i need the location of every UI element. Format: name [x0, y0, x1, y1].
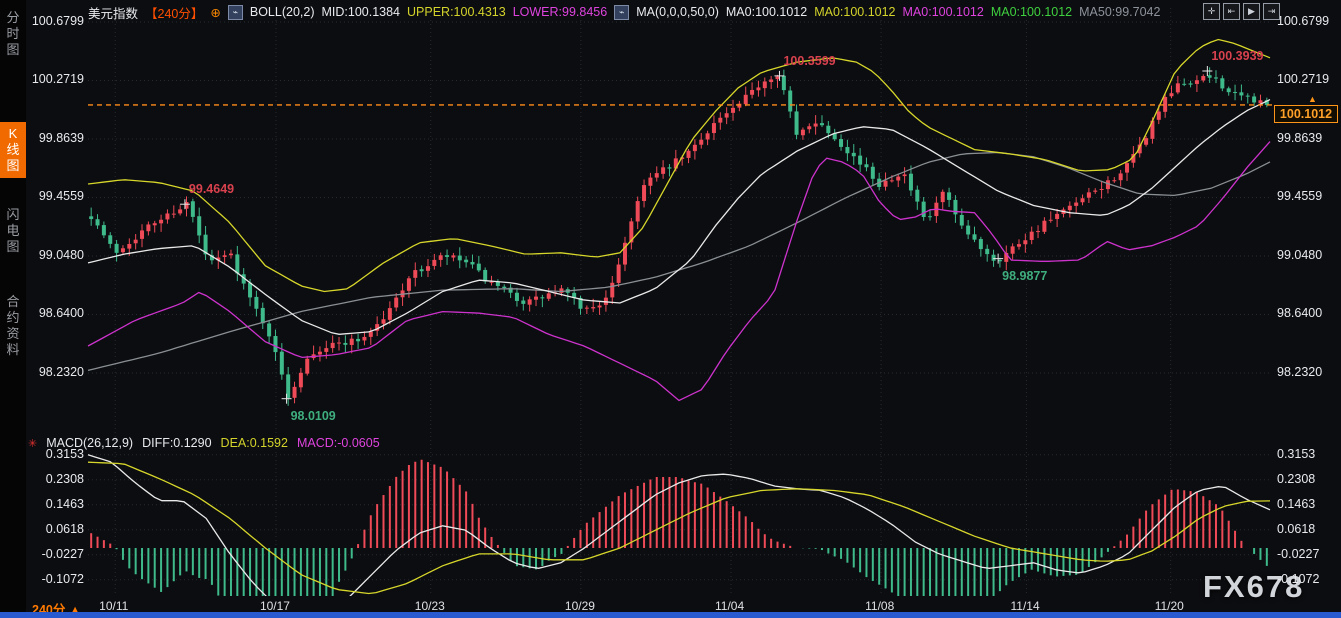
date-label: 11/08 — [865, 599, 895, 613]
price-axis-label: 99.4559 — [38, 189, 84, 204]
ma-values: MA0:100.1012 MA0:100.1012 MA0:100.1012 MA0:… — [726, 5, 1168, 19]
date-label: 10/29 — [564, 599, 595, 613]
ma-value-5: MA50:99.7042 — [1079, 5, 1161, 19]
price-annotation: 98.9877 — [1002, 268, 1048, 283]
macd-axis-label: 0.3153 — [1277, 446, 1316, 461]
price-axis-label: 99.4559 — [1277, 189, 1323, 204]
price-up-arrow-icon: ▲ — [1308, 94, 1317, 104]
macd-axis-label: -0.0227 — [1277, 546, 1320, 561]
macd-axis-label: -0.1072 — [41, 571, 84, 586]
macd-panel — [87, 454, 1271, 596]
boll-label: BOLL(20,2) — [249, 5, 315, 19]
price-axis-label: 100.6799 — [1277, 14, 1330, 28]
move-icon[interactable]: ✛ — [1203, 3, 1220, 20]
sidebar-tab-1[interactable]: 分时图 — [6, 10, 20, 57]
date-label: 11/14 — [1010, 599, 1040, 613]
chart-toolbar: ✛ ⇤ ▶ ⇥ — [1203, 3, 1280, 20]
macd-axis-label: -0.0227 — [41, 546, 84, 561]
extreme-cross-marker — [774, 70, 785, 81]
gridlines — [88, 8, 1270, 596]
macd-axis-label: 0.0618 — [45, 521, 84, 536]
date-label: 11/04 — [715, 599, 745, 613]
ma-value-4: MA0:100.1012 — [990, 5, 1073, 19]
jump-start-icon[interactable]: ⇤ — [1223, 3, 1240, 20]
price-axis-label: 100.2719 — [1277, 72, 1330, 87]
price-annotation: 98.0109 — [290, 408, 336, 423]
boll-lower-value: LOWER:99.8456 — [512, 5, 608, 19]
current-price-tag: 100.1012 — [1274, 105, 1338, 123]
macd-header: ✳ MACD(26,12,9) DIFF:0.1290 DEA:0.1592 M… — [26, 436, 389, 450]
macd-dea-value: DEA:0.1592 — [220, 436, 288, 450]
date-label: 11/20 — [1154, 599, 1184, 613]
price-axis-label: 100.6799 — [31, 14, 84, 28]
macd-value: MACD:-0.0605 — [296, 436, 380, 450]
sidebar-tab-3[interactable]: 闪电图 — [6, 207, 20, 254]
price-axis-label: 99.8639 — [1277, 130, 1323, 145]
date-label: 10/11 — [99, 599, 129, 613]
price-axis-label: 99.8639 — [38, 130, 84, 145]
boll-upper-value: UPPER:100.4313 — [407, 5, 506, 19]
macd-diff-value: DIFF:0.1290 — [142, 436, 212, 450]
symbol-title: 美元指数 — [88, 6, 139, 21]
ma-indicator-icon[interactable]: ⌁ — [614, 4, 630, 20]
macd-axis-label: 0.1463 — [45, 496, 84, 511]
macd-axis-label: 0.0618 — [1277, 521, 1316, 536]
extreme-cross-marker — [179, 199, 190, 210]
macd-label: MACD(26,12,9) — [46, 436, 134, 450]
price-annotation: 100.3599 — [783, 53, 836, 68]
date-label: 10/23 — [414, 599, 445, 613]
price-axis-label: 99.0480 — [38, 247, 84, 262]
alert-star-icon: ✳ — [28, 437, 38, 450]
candlesticks — [89, 67, 1269, 406]
price-axis-label: 100.2719 — [31, 72, 84, 87]
ma-value-3: MA0:100.1012 — [902, 5, 984, 19]
macd-axis-label: 0.2308 — [45, 471, 84, 486]
macd-axis-label: 0.1463 — [1277, 496, 1316, 511]
price-axis-label: 98.2320 — [1277, 364, 1323, 379]
indicator-lines — [87, 38, 1271, 402]
watermark: FX678 — [1203, 569, 1305, 604]
price-axis-label: 99.0480 — [1277, 247, 1323, 262]
macd-axis-label: 0.3153 — [45, 446, 84, 461]
boll-mid-value: MID:100.1384 — [321, 5, 401, 19]
extreme-cross-marker — [281, 393, 292, 404]
boll-indicator-icon[interactable]: ⌁ — [227, 4, 243, 20]
extreme-cross-marker — [1202, 66, 1213, 77]
price-axis-label: 98.6400 — [1277, 306, 1323, 321]
ma-value-2: MA0:100.1012 — [814, 5, 896, 19]
period-label: 【240分】 — [145, 6, 204, 21]
price-axis-label: 98.6400 — [38, 306, 84, 321]
bottom-bar — [0, 612, 1341, 618]
chart-header: 美元指数 【240分】 ⊕ ⌁ BOLL(20,2) MID:100.1384 … — [88, 3, 1174, 21]
play-icon[interactable]: ▶ — [1243, 3, 1260, 20]
add-indicator-icon[interactable]: ⊕ — [210, 5, 221, 20]
price-annotation: 100.3939 — [1211, 49, 1264, 63]
macd-axis-label: -0.1072 — [1277, 571, 1320, 586]
ma-value-1: MA0:100.1012 — [725, 5, 808, 19]
ma-label: MA(0,0,0,50,0) — [636, 5, 719, 19]
macd-axis-label: 0.2308 — [1277, 471, 1316, 486]
date-label: 10/17 — [259, 599, 290, 613]
price-annotation: 99.4649 — [188, 182, 235, 197]
price-axis-label: 98.2320 — [38, 364, 84, 379]
jump-end-icon[interactable]: ⇥ — [1263, 3, 1280, 20]
sidebar-tab-4[interactable]: 合约资料 — [6, 294, 20, 357]
extreme-cross-marker — [993, 253, 1004, 264]
